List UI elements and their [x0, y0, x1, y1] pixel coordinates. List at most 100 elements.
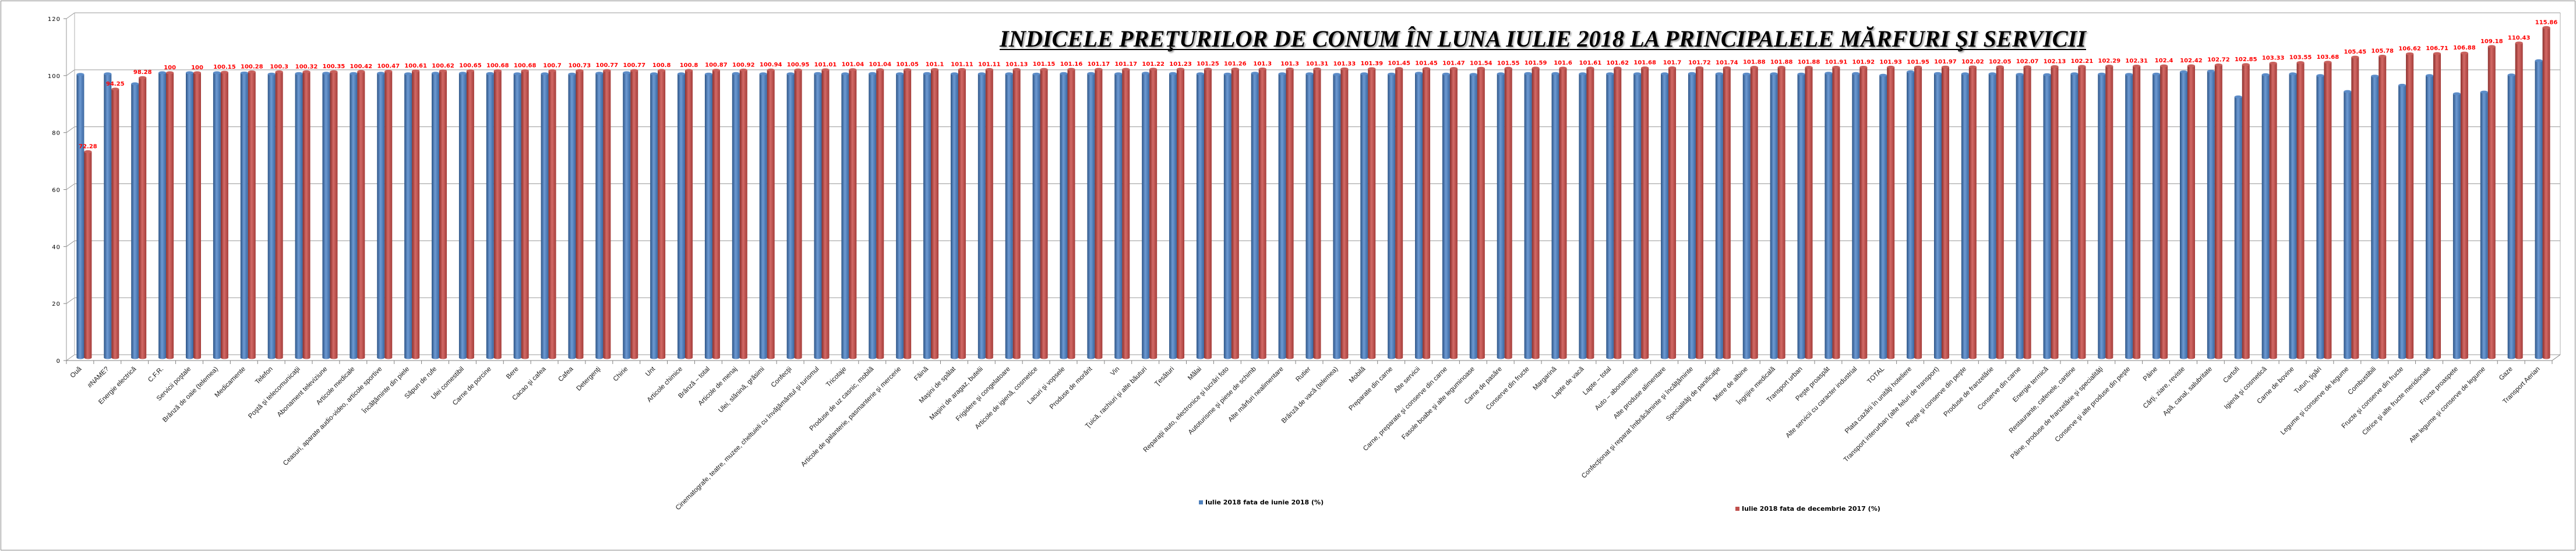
data-label: 94.25: [106, 81, 125, 87]
bar-series-june: [869, 72, 877, 359]
bar-series-december: [2515, 41, 2523, 359]
data-label: 100.28: [241, 63, 263, 70]
bar-series-december: [576, 69, 584, 359]
bar-series-june: [2344, 90, 2352, 359]
bar-series-june: [404, 72, 412, 359]
data-label: 101.72: [1688, 59, 1711, 66]
bar-series-june: [1933, 72, 1942, 359]
data-label: 72.28: [79, 143, 97, 150]
bar-series-december: [193, 71, 202, 359]
data-label: 100.47: [377, 63, 400, 70]
bar-series-june: [2098, 72, 2106, 359]
bar-series-june: [1169, 72, 1177, 359]
bar-series-december: [630, 69, 638, 359]
bar-series-december: [1040, 68, 1048, 359]
data-label: 101.47: [1442, 61, 1465, 67]
bar-series-june: [1852, 72, 1860, 359]
data-label: 103.68: [2317, 54, 2339, 61]
gridline-side: [66, 297, 75, 304]
bar-series-june: [2207, 69, 2215, 359]
bar-series-june: [2453, 92, 2461, 359]
bar-series-june: [1879, 73, 1887, 359]
bar-series-june: [158, 71, 167, 359]
bar-series-june: [759, 72, 767, 359]
bar-series-december: [2078, 65, 2086, 359]
data-label: 101.61: [1579, 60, 1602, 66]
bar-series-june: [1142, 72, 1150, 359]
data-label: 100.65: [459, 63, 482, 69]
bar-series-june: [2507, 73, 2515, 359]
bar-series-june: [2316, 74, 2324, 359]
y-tick-label: 40: [52, 244, 61, 250]
bar-series-june: [295, 72, 303, 359]
bar-series-june: [732, 72, 740, 359]
data-label: 102.72: [2207, 57, 2230, 63]
legend-label-december: Iulie 2018 fata de decembrie 2017 (%): [1742, 505, 1880, 513]
bar-series-june: [458, 72, 467, 359]
bar-series-june: [1333, 73, 1341, 359]
bar-series-december: [1586, 66, 1594, 359]
bar-series-december: [1668, 66, 1677, 359]
bar-series-december: [1641, 66, 1649, 359]
bar-series-december: [2433, 52, 2441, 359]
bar-series-december: [2269, 62, 2277, 359]
legend: Iulie 2018 fata de iunie 2018 (%) Iulie …: [1199, 499, 1880, 513]
data-label: 100.35: [323, 63, 345, 70]
bar-series-june: [1825, 72, 1833, 359]
bar-series-june: [2043, 73, 2051, 359]
bar-series-june: [432, 72, 440, 359]
data-label: 102.05: [1989, 59, 2012, 65]
data-label: 101.01: [814, 62, 837, 68]
bar-series-december: [111, 87, 119, 359]
bar-series-june: [1715, 72, 1723, 359]
data-label: 103.33: [2262, 55, 2285, 62]
bar-series-june: [1388, 72, 1396, 359]
bar-series-december: [166, 71, 174, 359]
bar-series-june: [1005, 72, 1013, 359]
bar-series-december: [1477, 66, 1485, 359]
data-label: 102.07: [2016, 59, 2039, 65]
data-label: 101.26: [1224, 61, 1247, 68]
bar-series-december: [1805, 66, 1813, 359]
bar-series-december: [2406, 52, 2414, 359]
data-label: 101.45: [1388, 61, 1410, 67]
bar-series-december: [2051, 65, 2059, 359]
bar-series-december: [1887, 65, 1895, 359]
bar-series-june: [1907, 70, 1915, 359]
data-label: 101.17: [1114, 61, 1137, 68]
bar-series-december: [1750, 66, 1758, 359]
bar-series-december: [1095, 68, 1103, 359]
bar-series-june: [1196, 72, 1204, 359]
bar-series-june: [650, 72, 658, 359]
bar-series-june: [1087, 72, 1095, 359]
data-label: 100.77: [623, 62, 645, 69]
data-label: 106.71: [2426, 45, 2448, 52]
bar-series-june: [2179, 70, 2187, 359]
bar-series-december: [1204, 68, 1212, 359]
bar-series-december: [1996, 65, 2004, 359]
data-label: 101.39: [1360, 61, 1383, 67]
bar-series-december: [603, 69, 611, 359]
bar-series-june: [786, 72, 795, 359]
bar-series-december: [1395, 67, 1403, 359]
data-label: 110.43: [2508, 35, 2531, 41]
bar-series-june: [377, 72, 385, 359]
bar-series-december: [849, 68, 857, 359]
gridline-side: [66, 183, 75, 190]
bar-series-december: [1777, 66, 1785, 359]
bar-series-june: [1606, 72, 1614, 359]
bar-series-december: [2133, 65, 2141, 359]
data-label: 101.88: [1798, 59, 1820, 66]
bar-series-june: [2070, 72, 2079, 359]
gridline-side: [66, 12, 75, 19]
bar-series-december: [2187, 64, 2195, 359]
data-label: 106.88: [2453, 45, 2476, 51]
bar-series-june: [2125, 73, 2133, 359]
data-label: 101.93: [1879, 59, 1902, 65]
bar-series-june: [1551, 72, 1559, 359]
bar-series-june: [1278, 72, 1286, 359]
data-label: 101.23: [1169, 61, 1192, 68]
bar-series-december: [1504, 66, 1512, 359]
bar-series-june: [1305, 72, 1314, 359]
bar-series-december: [2105, 65, 2113, 359]
